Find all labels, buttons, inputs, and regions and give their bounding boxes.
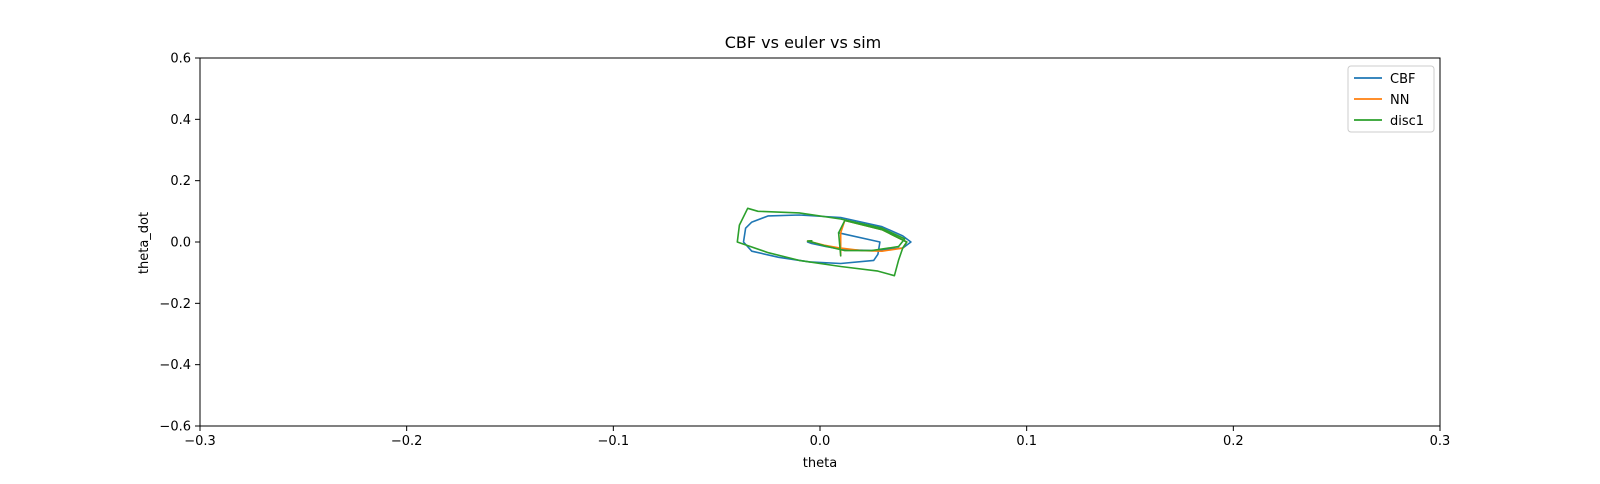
y-axis-ticks: −0.6 −0.4 −0.2 0.0 0.2 0.4 0.6	[159, 52, 200, 435]
y-axis-label: theta_dot	[137, 212, 152, 274]
x-axis-label: theta	[803, 456, 837, 471]
x-tick-label: −0.1	[598, 434, 630, 449]
legend-label-disc1: disc1	[1390, 114, 1424, 129]
x-tick-label: 0.3	[1430, 434, 1451, 449]
x-tick-label: −0.2	[391, 434, 423, 449]
x-tick-label: 0.2	[1223, 434, 1244, 449]
series-layer	[736, 207, 912, 277]
y-tick-label: 0.0	[170, 236, 191, 251]
series-line-cbf	[742, 214, 912, 265]
x-tick-label: 0.0	[810, 434, 831, 449]
chart-title: CBF vs euler vs sim	[725, 33, 882, 52]
legend-label-nn: NN	[1390, 93, 1409, 108]
y-tick-label: 0.6	[170, 52, 191, 67]
y-tick-label: −0.2	[159, 297, 191, 312]
x-tick-label: −0.3	[184, 434, 216, 449]
y-tick-label: −0.6	[159, 420, 191, 435]
x-axis-ticks: −0.3 −0.2 −0.1 0.0 0.1 0.2 0.3	[184, 426, 1450, 449]
x-tick-label: 0.1	[1016, 434, 1037, 449]
legend-label-cbf: CBF	[1390, 72, 1415, 87]
legend: CBF NN disc1	[1347, 65, 1435, 133]
y-tick-label: 0.4	[170, 113, 191, 128]
series-line-disc1	[736, 207, 908, 277]
legend-frame	[1347, 65, 1435, 133]
y-tick-label: −0.4	[159, 358, 191, 373]
y-tick-label: 0.2	[170, 174, 191, 189]
plot-area-frame	[199, 57, 1441, 427]
